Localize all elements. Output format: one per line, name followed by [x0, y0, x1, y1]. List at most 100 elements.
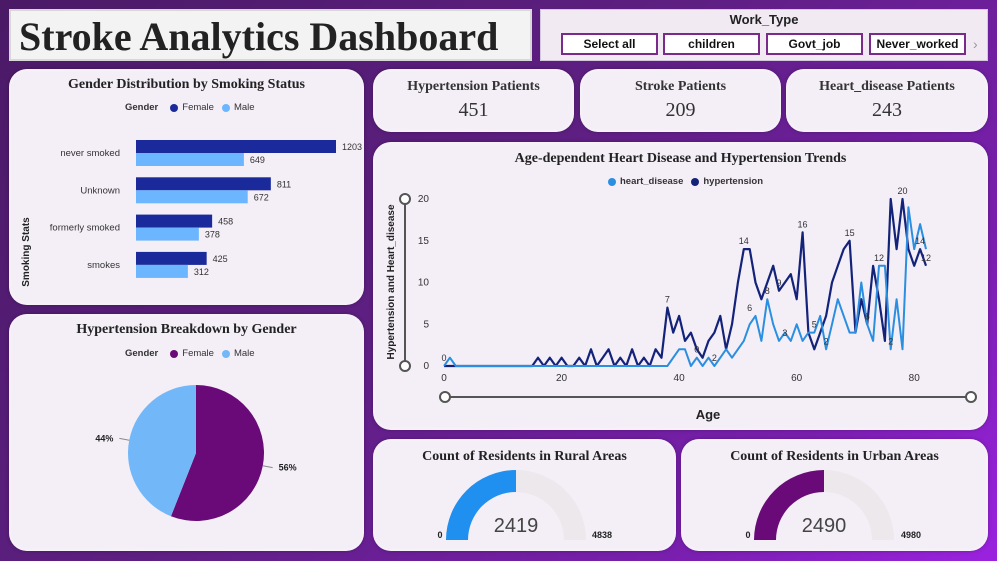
legend-female: Female — [182, 102, 214, 113]
smoking-bar-male[interactable] — [136, 153, 244, 166]
line-chart-card: Age-dependent Heart Disease and Hyperten… — [373, 142, 988, 430]
rural-gauge-value: 2419 — [494, 515, 539, 537]
y-tick-label: 0 — [423, 361, 429, 372]
rural-gauge-card: Count of Residents in Rural Areas 2419 0… — [373, 439, 676, 551]
smoking-category-label: Unknown — [80, 185, 120, 196]
kpi-heart-disease-label: Heart_disease Patients — [819, 79, 955, 94]
data-point-label: 9 — [777, 278, 782, 288]
line-chart-title: Age-dependent Heart Disease and Hyperten… — [514, 151, 847, 166]
legend-title: Gender — [125, 348, 159, 359]
line-x-axis-label: Age — [696, 407, 721, 422]
data-point-label: 0 — [694, 345, 699, 355]
pie-chart-title: Hypertension Breakdown by Gender — [76, 322, 297, 337]
data-point-label: 0 — [441, 353, 446, 363]
y-tick-label: 15 — [418, 236, 430, 247]
data-point-label: 14 — [739, 236, 749, 246]
smoking-bar-female[interactable] — [136, 251, 207, 265]
slicer-title: Work_Type — [729, 12, 799, 27]
rural-gauge: 2419 0 4838 — [437, 470, 612, 540]
heart-disease-legend-icon — [608, 177, 616, 186]
smoking-bar-male[interactable] — [136, 190, 248, 204]
data-point-label: 2 — [712, 353, 717, 363]
urban-gauge-value: 2490 — [802, 515, 847, 537]
smoking-bar-female[interactable] — [136, 177, 271, 191]
legend-female: Female — [182, 348, 214, 359]
dashboard-title: Stroke Analytics Dashboard — [19, 14, 499, 59]
smoking-category-label: smokes — [87, 260, 120, 271]
urban-gauge-title: Count of Residents in Urban Areas — [730, 449, 939, 464]
urban-gauge-max: 4980 — [901, 530, 921, 540]
hypertension-pie-chart: 56% 44% — [95, 385, 297, 521]
pie-slice-label: 44% — [95, 433, 113, 443]
smoking-category-label: never smoked — [60, 148, 120, 159]
data-point-label: 7 — [665, 295, 670, 305]
kpi-heart-disease-card: Heart_disease Patients 243 — [786, 69, 988, 132]
data-point-label: 2 — [824, 336, 829, 346]
y-zoom-handle-bottom[interactable] — [399, 360, 411, 372]
pie-leader-line — [262, 465, 273, 469]
smoking-bar-value-label: 378 — [205, 230, 220, 240]
slicer-option-select-all[interactable]: Select all — [561, 33, 658, 55]
legend-title: Gender — [125, 102, 159, 113]
smoking-chart-title: Gender Distribution by Smoking Status — [67, 77, 305, 92]
chevron-right-icon[interactable]: › — [973, 36, 978, 52]
male-legend-icon — [221, 349, 230, 358]
pie-slice-female[interactable] — [170, 385, 264, 521]
y-tick-label: 5 — [423, 319, 429, 330]
y-tick-label: 10 — [418, 278, 430, 289]
kpi-hypertension-value: 451 — [458, 99, 489, 121]
legend-male: Male — [233, 348, 255, 359]
line-legend: heart_disease hypertension — [604, 176, 763, 187]
smoking-bar-female[interactable] — [136, 214, 213, 228]
x-zoom-handle-left[interactable] — [439, 391, 451, 403]
rural-gauge-title: Count of Residents in Rural Areas — [422, 449, 627, 464]
series-line-hypertension[interactable] — [444, 197, 928, 368]
data-point-label: 12 — [921, 253, 931, 263]
slicer-option-never-worked[interactable]: Never_worked — [869, 33, 966, 55]
data-point-label: 20 — [897, 186, 907, 196]
data-point-label: 6 — [865, 311, 870, 321]
smoking-bar-value-label: 425 — [213, 254, 228, 264]
female-legend-icon — [170, 103, 179, 112]
smoking-bar-value-label: 649 — [250, 155, 265, 165]
data-point-label: 12 — [874, 253, 884, 263]
y-zoom-handle-top[interactable] — [399, 193, 411, 205]
data-point-label: 6 — [747, 303, 752, 313]
smoking-bar-value-label: 811 — [277, 179, 291, 189]
kpi-heart-disease-value: 243 — [872, 99, 902, 121]
data-point-label: 5 — [812, 320, 817, 330]
kpi-hypertension-label: Hypertension Patients — [407, 79, 540, 94]
smoking-bar-chart: Smoking Stats never smoked 1203 649 Unknown… — [21, 140, 362, 287]
rural-gauge-min: 0 — [437, 530, 442, 540]
urban-gauge-fill — [754, 470, 824, 540]
pie-chart-card: Hypertension Breakdown by Gender Gender … — [9, 314, 364, 551]
urban-gauge: 2490 0 4980 — [745, 470, 921, 540]
line-y-axis-label: Hypertension and Heart_disease — [386, 204, 397, 359]
pie-slice-male[interactable] — [127, 385, 196, 517]
kpi-stroke-card: Stroke Patients 209 — [580, 69, 781, 132]
data-point-label: 8 — [765, 286, 770, 296]
smoking-bar-female[interactable] — [136, 140, 336, 153]
smoking-bar-male[interactable] — [136, 227, 199, 241]
data-point-label: 16 — [798, 219, 808, 229]
x-zoom-handle-right[interactable] — [965, 391, 977, 403]
rural-gauge-max: 4838 — [592, 530, 612, 540]
data-point-label: 3 — [782, 328, 787, 338]
slicer-option-govt-job[interactable]: Govt_job — [766, 33, 863, 55]
series-line-heart_disease[interactable] — [443, 206, 927, 367]
smoking-bar-value-label: 672 — [254, 192, 269, 202]
smoking-bar-value-label: 458 — [218, 217, 233, 227]
slicer-option-children[interactable]: children — [663, 33, 760, 55]
rural-gauge-fill — [446, 470, 516, 540]
smoking-legend: Gender Female Male — [125, 102, 255, 113]
urban-gauge-card: Count of Residents in Urban Areas 2490 0… — [681, 439, 988, 551]
y-tick-label: 20 — [418, 194, 430, 205]
pie-slice-label: 56% — [279, 463, 297, 473]
smoking-bar-male[interactable] — [136, 264, 188, 278]
female-legend-icon — [170, 349, 179, 358]
smoking-chart-card: Gender Distribution by Smoking Status Ge… — [9, 69, 364, 305]
smoking-bar-value-label: 312 — [194, 267, 209, 277]
data-point-label: 2 — [888, 336, 893, 346]
hypertension-legend-icon — [691, 177, 700, 186]
dashboard-title-box: Stroke Analytics Dashboard — [9, 9, 532, 61]
